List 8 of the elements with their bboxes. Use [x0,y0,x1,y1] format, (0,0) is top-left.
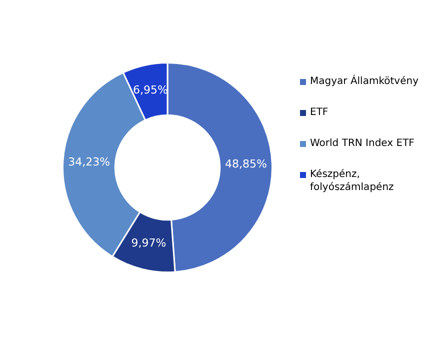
legend-label: Magyar Államkötvény [310,75,419,88]
data-label: 6,95% [133,84,168,97]
data-label: 9,97% [131,236,166,250]
data-label: 34,23% [68,156,110,169]
legend-label: ETF [310,106,328,119]
legend-label: World TRN Index ETF [310,137,414,150]
legend-label: Készpénz, folyószámlapénz [310,168,395,194]
data-label: 48,85% [225,158,267,171]
